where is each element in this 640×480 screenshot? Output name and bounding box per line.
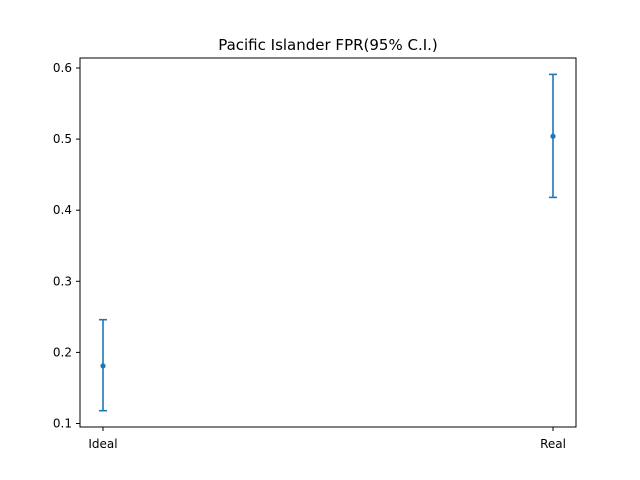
y-tick-label: 0.6	[53, 61, 72, 75]
y-tick-label: 0.2	[53, 345, 72, 359]
y-tick-label: 0.3	[53, 274, 72, 288]
chart-title: Pacific Islander FPR(95% C.I.)	[218, 36, 438, 54]
x-tick-label: Real	[540, 437, 566, 451]
x-tick-label: Ideal	[88, 437, 117, 451]
y-tick-label: 0.4	[53, 203, 72, 217]
axes-frame	[79, 57, 577, 428]
plot-area	[99, 73, 557, 412]
data-point	[100, 363, 106, 369]
y-tick-label: 0.1	[53, 417, 72, 431]
data-point	[550, 133, 556, 139]
y-tick-label: 0.5	[53, 132, 72, 146]
